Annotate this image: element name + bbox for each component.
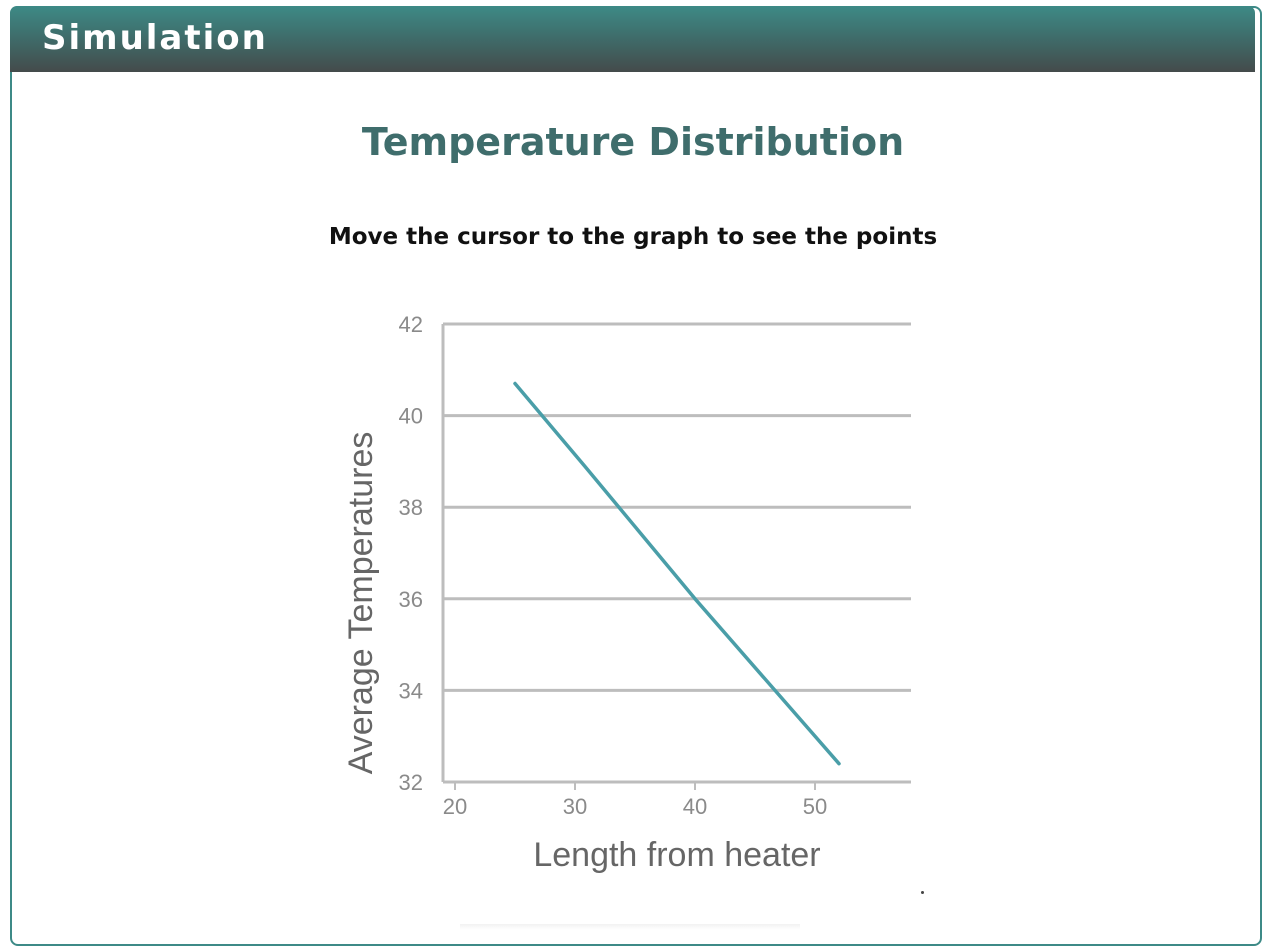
bottom-shadow [460, 924, 800, 930]
x-tick-label-50: 50 [803, 794, 827, 819]
stray-dot [921, 891, 924, 894]
chart-page-title: Temperature Distribution [361, 120, 905, 164]
y-tick-label-32: 32 [399, 770, 423, 795]
simulation-header: Simulation [10, 6, 1255, 72]
x-tick-label-20: 20 [443, 794, 467, 819]
header-title: Simulation [42, 18, 268, 58]
y-tick-label-34: 34 [399, 678, 423, 703]
x-tick-label-40: 40 [683, 794, 707, 819]
x-axis-title: Length from heater [533, 836, 820, 874]
series-group[interactable] [513, 381, 841, 766]
axes [441, 324, 816, 790]
series-line-0[interactable] [513, 381, 841, 766]
grid-lines [443, 322, 911, 784]
y-tick-label-40: 40 [399, 404, 423, 429]
x-tick-labels: 20 30 40 50 [443, 794, 827, 819]
graph-instruction: Move the cursor to the graph to see the … [328, 224, 938, 250]
y-tick-label-36: 36 [399, 587, 423, 612]
x-tick-label-30: 30 [563, 794, 587, 819]
y-axis-title: Average Temperatures [342, 432, 380, 775]
y-tick-label-42: 42 [399, 312, 423, 337]
y-tick-labels: 32 34 36 38 40 42 [399, 312, 423, 795]
y-tick-label-38: 38 [399, 495, 423, 520]
simulation-panel [10, 6, 1262, 946]
